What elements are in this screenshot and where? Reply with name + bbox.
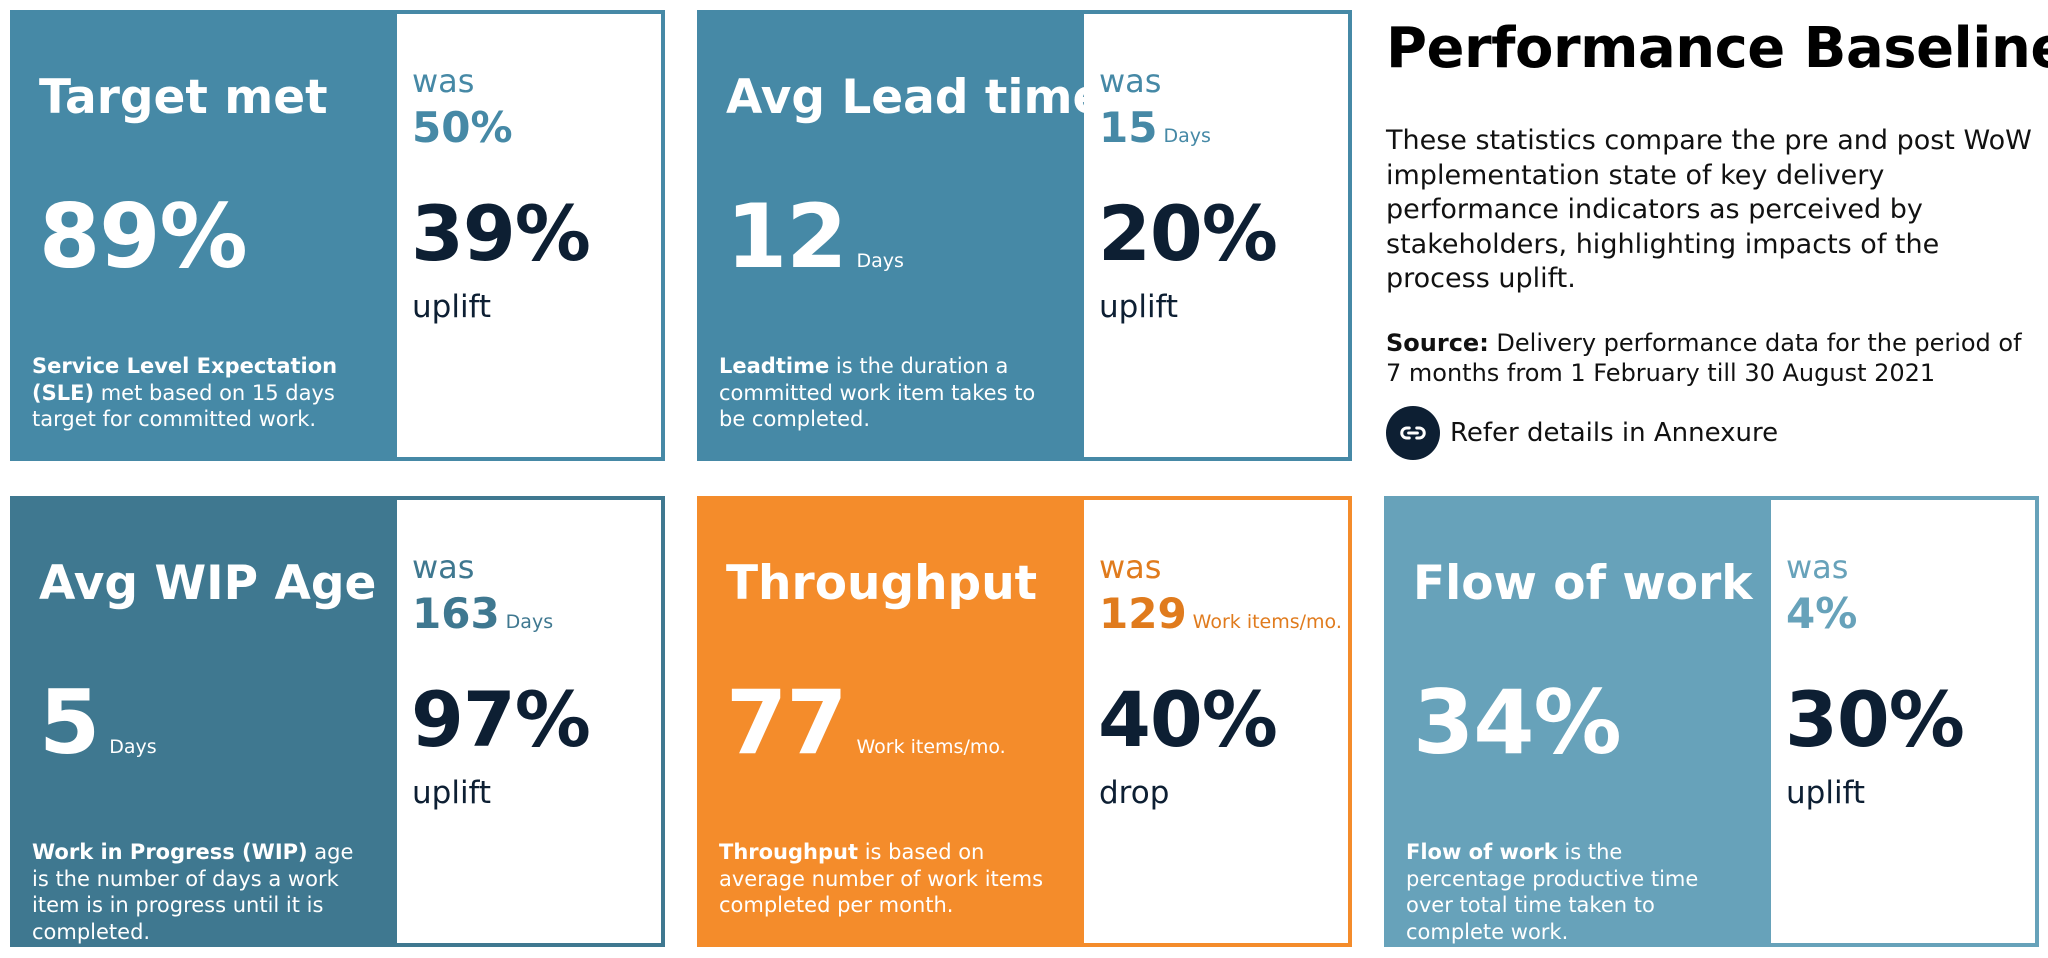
change-direction: uplift <box>1099 289 1179 325</box>
source-label: Source: <box>1386 329 1489 357</box>
card-comparison-panel: was 15 Days 20% uplift <box>1084 14 1348 457</box>
card-main-panel: Avg WIP Age 5 Days Work in Progress (WIP… <box>14 500 397 945</box>
description-text: age is the number of days a work item is… <box>32 840 354 944</box>
card-avg-wip-age: Avg WIP Age 5 Days Work in Progress (WIP… <box>10 496 665 947</box>
current-value: 77 <box>726 671 847 774</box>
previous-metric: 15 Days <box>1099 100 1211 156</box>
change-percentage: 20% <box>1098 189 1278 278</box>
card-title: Avg Lead time <box>726 70 1105 125</box>
previous-metric: 163 Days <box>412 586 553 642</box>
change-percentage: 30% <box>1785 675 1965 764</box>
was-label: was <box>1099 62 1162 100</box>
previous-unit: Days <box>505 611 554 633</box>
page-title: Performance Baseline <box>1386 16 2048 81</box>
description-term: Work in Progress (WIP) <box>32 840 308 864</box>
card-avg-lead-time: Avg Lead time 12 Days Leadtime is the du… <box>697 10 1352 461</box>
card-target-met: Target met 89% Service Level Expectation… <box>10 10 665 461</box>
previous-value: 129 <box>1099 589 1187 638</box>
description-text: is the percentage productive time over t… <box>1406 840 1699 944</box>
current-value: 34% <box>1413 671 1622 774</box>
current-metric: 77 Work items/mo. <box>726 670 1006 775</box>
card-description: Throughput is based on average number of… <box>719 839 1049 919</box>
description-text: is the duration a committed work item ta… <box>719 354 1036 431</box>
current-unit: Days <box>856 250 904 272</box>
description-term: Service Level Expectation (SLE) <box>32 354 338 405</box>
current-value: 12 <box>726 185 847 288</box>
card-main-panel: Avg Lead time 12 Days Leadtime is the du… <box>701 14 1104 457</box>
description-term: Throughput <box>719 840 859 864</box>
previous-value: 163 <box>412 589 500 638</box>
previous-metric: 129 Work items/mo. <box>1099 586 1342 642</box>
change-direction: uplift <box>1786 775 1866 811</box>
card-title: Flow of work <box>1413 556 1753 611</box>
card-description: Flow of work is the percentage productiv… <box>1406 839 1736 945</box>
card-comparison-panel: was 4% 30% uplift <box>1771 500 2035 943</box>
current-metric: 34% <box>1413 670 1622 775</box>
previous-value: 50% <box>412 103 513 152</box>
card-title: Avg WIP Age <box>39 556 377 611</box>
annexure-link[interactable]: Refer details in Annexure <box>1386 406 1778 460</box>
previous-unit: Days <box>1163 125 1211 147</box>
description-text: met based on 15 days target for committe… <box>32 380 335 432</box>
description-term: Flow of work <box>1406 840 1558 864</box>
link-icon[interactable] <box>1386 406 1440 460</box>
card-throughput: Throughput 77 Work items/mo. Throughput … <box>697 496 1352 947</box>
previous-value: 15 <box>1099 103 1158 152</box>
current-metric: 5 Days <box>39 670 157 775</box>
current-value: 5 <box>39 671 100 774</box>
was-label: was <box>412 548 475 586</box>
card-description: Service Level Expectation (SLE) met base… <box>32 353 362 433</box>
card-description: Leadtime is the duration a committed wor… <box>719 353 1049 433</box>
description-term: Leadtime <box>719 354 830 378</box>
was-label: was <box>1786 548 1849 586</box>
current-value: 89% <box>39 185 248 288</box>
current-unit: Days <box>109 736 157 758</box>
was-label: was <box>412 62 475 100</box>
current-unit: Work items/mo. <box>856 736 1006 758</box>
card-main-panel: Target met 89% Service Level Expectation… <box>14 14 397 457</box>
card-title: Throughput <box>726 556 1038 611</box>
source-note: Source: Delivery performance data for th… <box>1386 328 2036 388</box>
change-direction: uplift <box>412 289 492 325</box>
current-metric: 12 Days <box>726 184 904 289</box>
change-percentage: 97% <box>411 675 591 764</box>
performance-baseline-panel: Performance Baseline These statistics co… <box>1386 0 2048 470</box>
change-percentage: 40% <box>1098 675 1278 764</box>
previous-unit: Work items/mo. <box>1192 611 1342 633</box>
card-main-panel: Throughput 77 Work items/mo. Throughput … <box>701 500 1084 943</box>
previous-metric: 50% <box>412 100 513 156</box>
description-text: is based on average number of work items… <box>719 840 1044 917</box>
was-label: was <box>1099 548 1162 586</box>
current-metric: 89% <box>39 184 248 289</box>
source-text: Delivery performance data for the period… <box>1386 329 2022 387</box>
panel-description: These statistics compare the pre and pos… <box>1386 125 2032 294</box>
card-description: Work in Progress (WIP) age is the number… <box>32 839 362 945</box>
card-main-panel: Flow of work 34% Flow of work is the per… <box>1388 500 1771 945</box>
card-flow-of-work: Flow of work 34% Flow of work is the per… <box>1384 496 2039 947</box>
change-direction: drop <box>1099 775 1170 811</box>
previous-metric: 4% <box>1786 586 1857 642</box>
card-title: Target met <box>39 70 328 125</box>
change-percentage: 39% <box>411 189 591 278</box>
previous-value: 4% <box>1786 589 1858 638</box>
card-comparison-panel: was 129 Work items/mo. 40% drop <box>1084 500 1348 943</box>
change-direction: uplift <box>412 775 492 811</box>
card-comparison-panel: was 163 Days 97% uplift <box>397 500 661 943</box>
annexure-link-text[interactable]: Refer details in Annexure <box>1450 418 1779 448</box>
card-comparison-panel: was 50% 39% uplift <box>397 14 661 457</box>
